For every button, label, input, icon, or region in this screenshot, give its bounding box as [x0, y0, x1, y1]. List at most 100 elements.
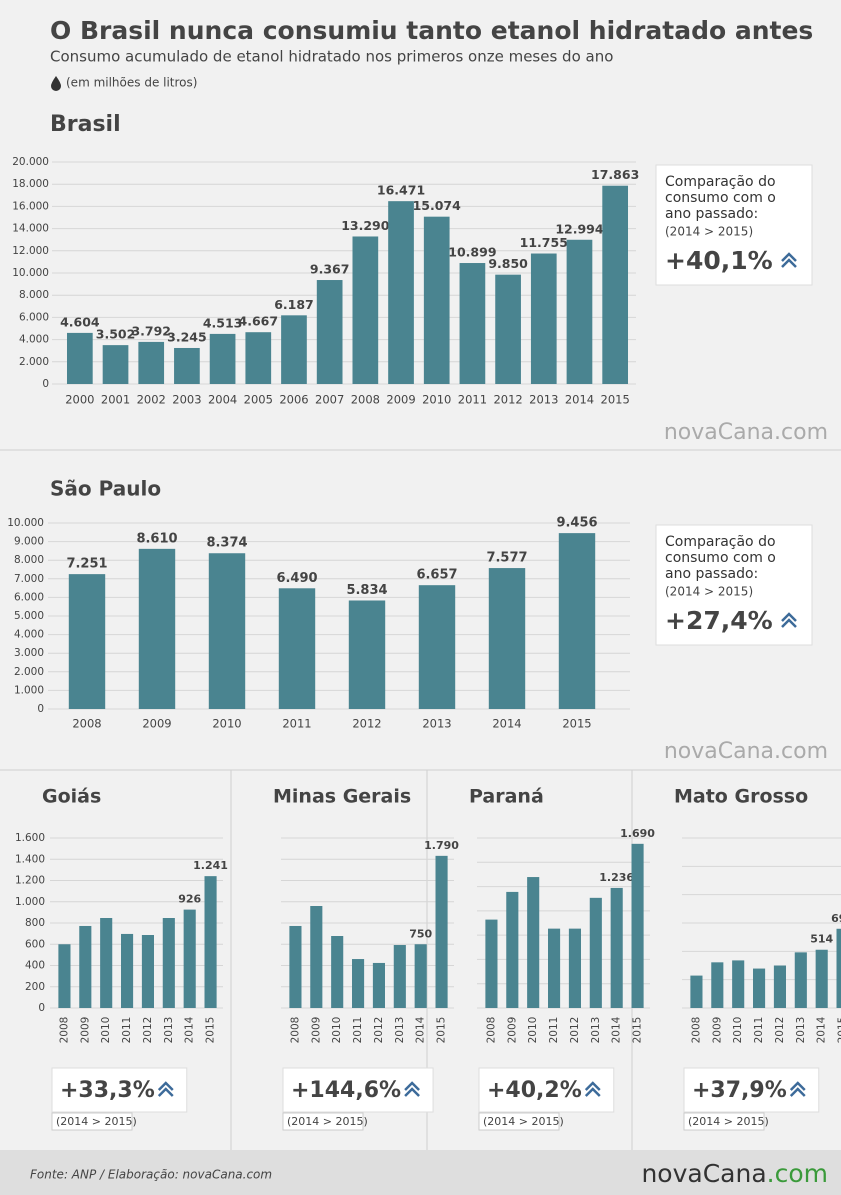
comparison-period: (2014 > 2015)	[56, 1115, 137, 1128]
bar	[348, 600, 386, 709]
watermark-domain: .com	[774, 420, 828, 445]
comparison-change: +40,2%	[487, 1078, 582, 1103]
y-tick-label: 1.200	[15, 875, 45, 887]
x-tick-label: 2002	[137, 393, 166, 407]
bar	[393, 945, 406, 1008]
x-tick-label: 2010	[331, 1017, 343, 1044]
watermark-name: novaCana	[664, 420, 774, 445]
watermark: novaCana.com	[664, 739, 828, 764]
comparison-period: (2014 > 2015)	[287, 1115, 368, 1128]
comparison-change: +33,3%	[60, 1078, 155, 1103]
y-tick-label: 9.000	[14, 536, 44, 548]
unit-note: (em milhões de litros)	[66, 76, 197, 90]
bar	[352, 236, 379, 384]
y-tick-label: 0	[42, 378, 49, 390]
value-label: 5.834	[346, 583, 387, 598]
up-icon	[781, 258, 797, 268]
x-tick-label: 2010	[100, 1017, 112, 1044]
bar	[690, 975, 703, 1008]
x-tick-label: 2008	[690, 1017, 702, 1044]
value-label: 7.251	[66, 557, 107, 572]
value-label: 514	[810, 933, 833, 946]
page-subtitle: Consumo acumulado de etanol hidratado no…	[50, 48, 613, 66]
bar	[121, 933, 134, 1008]
bar	[566, 239, 593, 384]
chart-title: Minas Gerais	[273, 786, 411, 808]
x-tick-label: 2012	[373, 1017, 385, 1044]
value-label: 4.513	[203, 315, 243, 330]
x-tick-label: 2011	[352, 1017, 364, 1044]
x-tick-label: 2008	[289, 1017, 301, 1044]
up-icon	[584, 1081, 601, 1091]
y-tick-label: 14.000	[12, 223, 49, 235]
value-label: 1.690	[620, 827, 655, 840]
value-label: 3.792	[131, 323, 171, 338]
comparison-text-box: Comparação do consumo com o ano passado:	[665, 534, 776, 582]
bar	[310, 906, 323, 1008]
bar	[459, 263, 486, 384]
bar	[138, 341, 165, 384]
y-tick-label: 1.400	[15, 853, 45, 865]
x-tick-label: 2011	[753, 1017, 765, 1044]
bar	[711, 962, 724, 1008]
comparison-change: +37,9%	[692, 1078, 787, 1103]
x-tick-label: 2015	[632, 1017, 644, 1044]
chart-title: Mato Grosso	[674, 786, 808, 808]
bar	[68, 574, 106, 709]
value-label: 6.187	[274, 297, 314, 312]
bar	[548, 928, 561, 1008]
chart-title: Goiás	[42, 786, 101, 808]
chart-title: São Paulo	[50, 477, 161, 501]
bar	[162, 918, 175, 1008]
y-tick-label: 600	[25, 938, 45, 950]
x-tick-label: 2014	[415, 1016, 427, 1043]
x-tick-label: 2015	[601, 393, 630, 407]
bar	[414, 944, 427, 1008]
value-label: 750	[409, 927, 432, 940]
y-tick-label: 1.000	[14, 684, 44, 696]
up-icon	[781, 612, 797, 622]
x-tick-label: 2012	[569, 1017, 581, 1044]
bar	[281, 315, 307, 384]
bar	[815, 949, 828, 1008]
value-label: 4.667	[239, 314, 279, 329]
x-tick-label: 2014	[565, 393, 594, 407]
value-label: 699	[831, 912, 841, 925]
up-icon	[157, 1081, 174, 1091]
comparison-text-box: Comparação do consumo com o ano passado:	[665, 174, 776, 222]
x-tick-label: 2015	[837, 1017, 841, 1044]
bar	[589, 897, 602, 1008]
y-tick-label: 7.000	[14, 573, 44, 585]
watermark-domain: .com	[774, 739, 828, 764]
bar	[732, 960, 745, 1008]
footer-logo: novaCana.com	[641, 1159, 828, 1188]
bar	[79, 925, 92, 1008]
x-tick-label: 2014	[816, 1016, 828, 1043]
x-tick-label: 2003	[172, 393, 201, 407]
y-tick-label: 0	[38, 1002, 45, 1014]
bar	[631, 843, 644, 1008]
bar	[506, 891, 519, 1008]
x-tick-label: 2009	[711, 1017, 723, 1044]
x-tick-label: 2015	[562, 717, 591, 731]
x-tick-label: 2009	[310, 1017, 322, 1044]
up-icon	[584, 1087, 601, 1097]
y-tick-label: 20.000	[12, 156, 49, 168]
x-tick-label: 2000	[65, 393, 94, 407]
value-label: 3.502	[96, 327, 136, 342]
value-label: 1.236	[599, 871, 634, 884]
up-icon	[789, 1081, 806, 1091]
value-label: 9.367	[310, 262, 350, 277]
comparison-change: +40,1%	[665, 246, 773, 275]
x-tick-label: 2013	[394, 1017, 406, 1044]
x-tick-label: 2013	[163, 1017, 175, 1044]
bar	[485, 919, 498, 1008]
up-icon	[404, 1081, 420, 1091]
x-tick-label: 2007	[315, 393, 344, 407]
bar	[773, 965, 786, 1008]
logo-name: novaCana	[641, 1159, 766, 1188]
x-tick-label: 2014	[492, 717, 521, 731]
up-icon	[781, 252, 797, 262]
comparison-change: +144,6%	[291, 1078, 401, 1103]
